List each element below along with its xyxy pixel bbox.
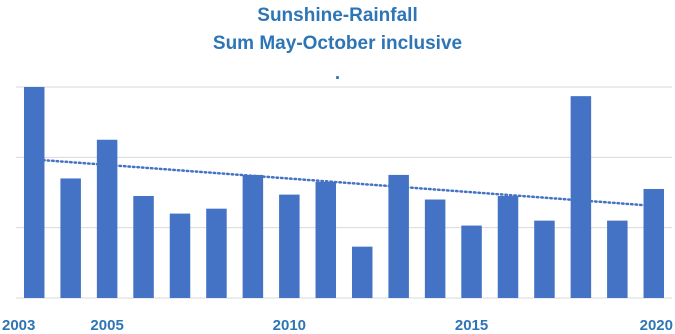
bar-2020: [643, 188, 665, 298]
bar-2005: [96, 139, 118, 298]
bar-2014: [424, 199, 446, 298]
bar-2010: [279, 194, 300, 298]
x-tick-label-2003: 2003: [2, 317, 35, 334]
bar-2012: [351, 246, 373, 298]
bar-2019: [607, 220, 628, 298]
bar-2017: [534, 220, 555, 298]
bar-2018: [570, 96, 592, 298]
bar-2016: [497, 196, 519, 298]
bar-2013: [388, 174, 409, 298]
bar-2009: [242, 174, 264, 298]
bar-2015: [461, 225, 482, 298]
bar-2006: [133, 196, 154, 298]
trendline: [32, 158, 656, 208]
x-tick-label-2015: 2015: [455, 317, 488, 334]
bar-2011: [315, 181, 337, 298]
x-tick-label-2010: 2010: [273, 317, 306, 334]
x-tick-label-2020: 2020: [640, 317, 673, 334]
bar-2008: [206, 208, 227, 298]
chart-title: Sunshine-Rainfall: [257, 5, 418, 26]
x-tick-label-2005: 2005: [90, 317, 123, 334]
bar-2007: [169, 213, 191, 298]
chart-note: .: [334, 63, 341, 84]
chart-subtitle: Sum May-October inclusive: [212, 33, 463, 54]
bar-2004: [60, 178, 81, 298]
bar-2003: [23, 87, 45, 298]
